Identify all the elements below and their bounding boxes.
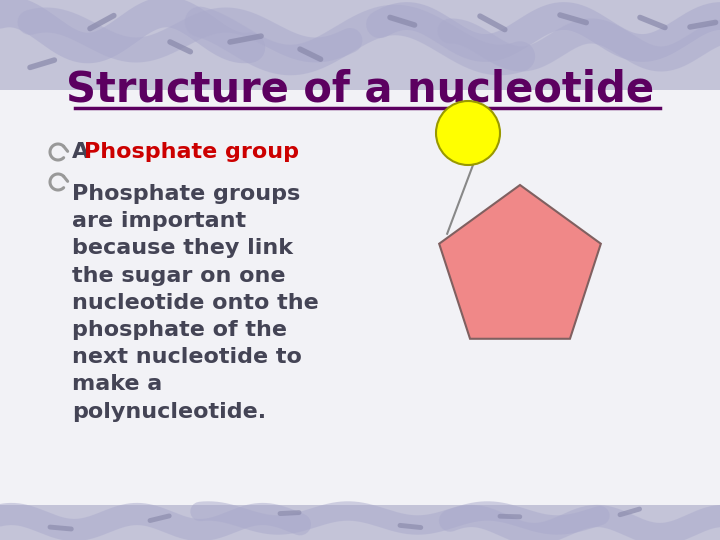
- Polygon shape: [0, 505, 720, 540]
- Text: A: A: [72, 142, 97, 162]
- Polygon shape: [0, 0, 720, 90]
- Text: Phosphate groups
are important
because they link
the sugar on one
nucleotide ont: Phosphate groups are important because t…: [72, 184, 319, 422]
- Circle shape: [436, 101, 500, 165]
- Text: Structure of a nucleotide: Structure of a nucleotide: [66, 69, 654, 111]
- Text: Phosphate group: Phosphate group: [84, 142, 299, 162]
- Polygon shape: [439, 185, 600, 339]
